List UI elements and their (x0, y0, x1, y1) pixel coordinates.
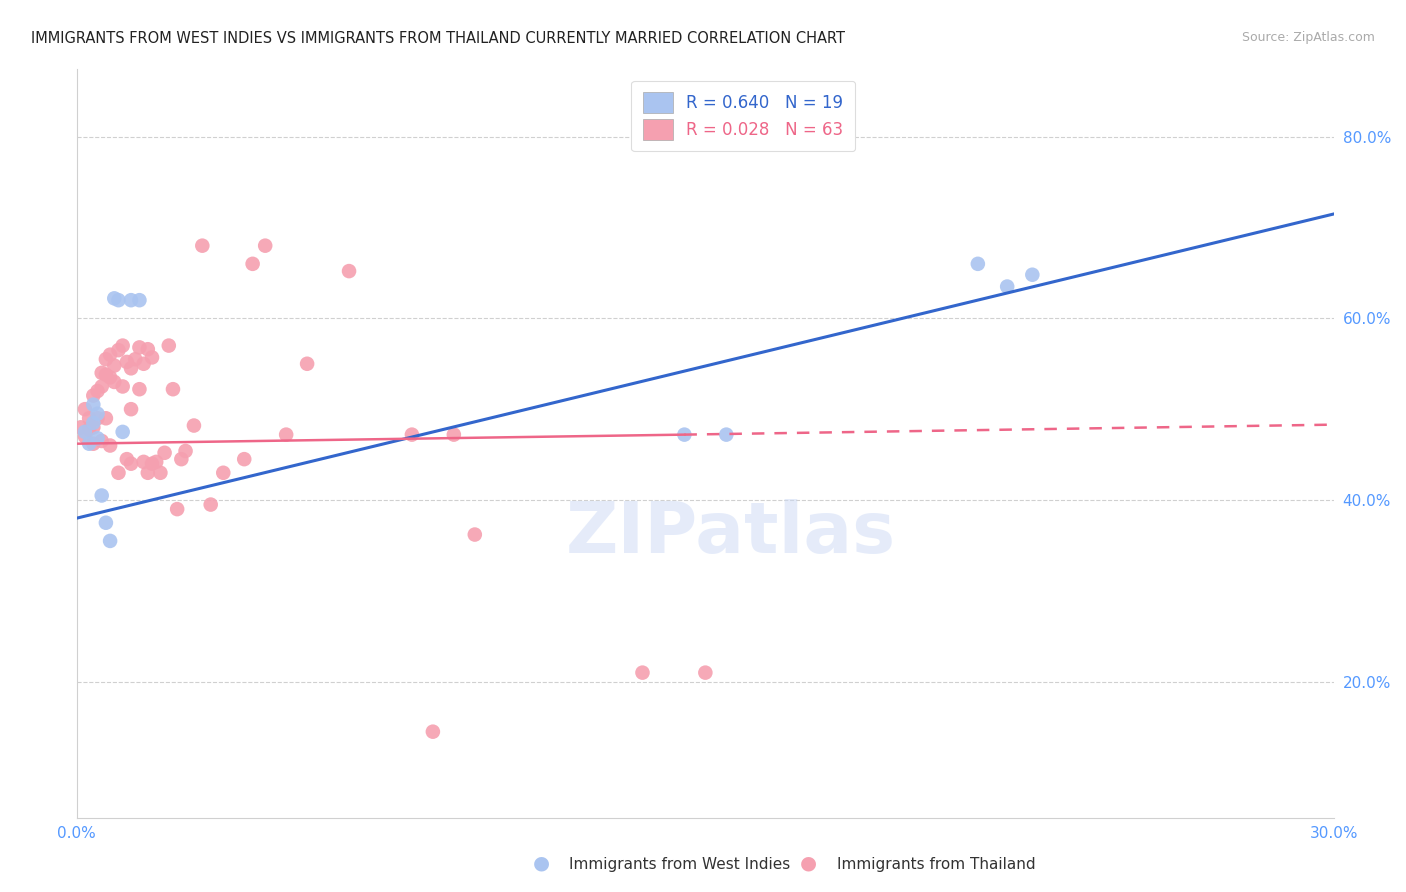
Text: ZIPatlas: ZIPatlas (565, 499, 896, 567)
Point (115, 452, 138, 467)
Point (673, 427, 696, 442)
Point (120, 457, 142, 471)
Point (90, 434, 112, 448)
Point (233, 452, 256, 467)
Point (98, 533, 121, 548)
Point (295, 357, 318, 371)
Point (276, 427, 298, 442)
Point (242, 257, 264, 271)
Point (82, 388, 104, 402)
Point (443, 427, 465, 442)
Text: ●: ● (800, 854, 817, 872)
Legend: R = 0.640   N = 19, R = 0.028   N = 63: R = 0.640 N = 19, R = 0.028 N = 63 (631, 80, 855, 152)
Point (631, 665, 654, 680)
Point (94, 516, 117, 530)
Point (82, 420, 104, 434)
Point (166, 502, 188, 516)
Point (141, 457, 163, 471)
Point (120, 361, 142, 376)
Point (73, 425, 96, 439)
Point (212, 466, 235, 480)
Point (98, 370, 121, 384)
Point (120, 402, 142, 417)
Point (141, 351, 163, 365)
Point (73, 429, 96, 443)
Point (124, 352, 146, 367)
Point (107, 293, 129, 308)
Point (128, 382, 150, 396)
Point (1021, 268, 1043, 282)
Point (162, 382, 184, 396)
Point (254, 238, 277, 252)
Point (94, 352, 117, 367)
Point (200, 498, 222, 512)
Point (995, 279, 1018, 293)
Point (132, 357, 155, 371)
Point (136, 466, 159, 480)
Point (157, 338, 180, 352)
Point (69, 420, 91, 434)
Point (170, 452, 193, 467)
Point (94, 411, 117, 425)
Point (149, 466, 172, 480)
Point (82, 416, 104, 430)
Point (132, 455, 155, 469)
Point (90, 379, 112, 393)
Point (174, 444, 197, 458)
Point (191, 238, 214, 252)
Point (464, 527, 486, 541)
Point (107, 343, 129, 358)
Point (77, 422, 100, 436)
Point (111, 379, 134, 393)
Point (103, 375, 125, 389)
Point (86, 384, 108, 398)
Point (337, 264, 360, 278)
Point (145, 455, 167, 469)
Point (73, 402, 96, 417)
Text: Source: ZipAtlas.com: Source: ZipAtlas.com (1241, 31, 1375, 45)
Point (77, 436, 100, 450)
Point (90, 488, 112, 502)
Point (695, 665, 717, 680)
Point (90, 366, 112, 380)
Point (103, 359, 125, 373)
Point (115, 355, 138, 369)
Point (966, 257, 988, 271)
Text: ●: ● (533, 854, 550, 872)
Point (128, 293, 150, 308)
Point (716, 427, 738, 442)
Point (107, 466, 129, 480)
Text: Immigrants from West Indies: Immigrants from West Indies (569, 857, 790, 872)
Point (94, 368, 117, 382)
Point (86, 411, 108, 425)
Text: Immigrants from Thailand: Immigrants from Thailand (837, 857, 1035, 872)
Point (103, 291, 125, 305)
Point (82, 398, 104, 412)
Point (136, 343, 159, 357)
Point (98, 438, 121, 452)
Point (153, 446, 176, 460)
Point (128, 340, 150, 354)
Point (111, 338, 134, 352)
Y-axis label: Currently Married: Currently Married (0, 376, 7, 510)
Point (98, 348, 121, 362)
Point (422, 724, 444, 739)
Point (82, 436, 104, 450)
Point (86, 431, 108, 445)
Point (86, 407, 108, 421)
Point (111, 425, 134, 439)
Point (77, 411, 100, 425)
Point (183, 418, 205, 433)
Point (401, 427, 423, 442)
Text: IMMIGRANTS FROM WEST INDIES VS IMMIGRANTS FROM THAILAND CURRENTLY MARRIED CORREL: IMMIGRANTS FROM WEST INDIES VS IMMIGRANT… (31, 31, 845, 46)
Point (120, 293, 142, 308)
